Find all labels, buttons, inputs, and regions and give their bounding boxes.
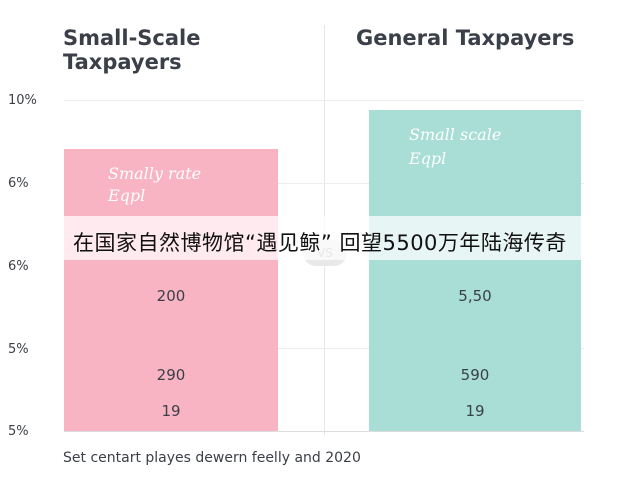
y-tick-label: 5% <box>8 342 29 357</box>
left-panel-heading: Small-Scale Taxpayers <box>63 26 283 74</box>
right-note-line2: Eqpl <box>409 149 447 168</box>
right-note-line1: Small scale <box>409 125 502 144</box>
left-value-2: 19 <box>161 402 181 420</box>
chart-baseline <box>64 431 584 432</box>
gridline <box>64 183 584 184</box>
left-note-line1: Smally rate <box>108 164 202 183</box>
right-value-2: 19 <box>465 402 485 420</box>
left-heading-line1: Small-Scale <box>63 26 201 50</box>
left-column: Smally rate Eqpl 200 290 19 <box>64 149 278 431</box>
left-value-0: 200 <box>156 287 186 305</box>
y-tick-label: 6% <box>8 176 29 191</box>
right-value-0: 5,50 <box>458 287 492 305</box>
subtitle-banner-background <box>0 216 640 260</box>
right-panel-heading: General Taxpayers <box>356 26 575 50</box>
y-tick-label: 5% <box>8 424 29 439</box>
left-note-line2: Eqpl <box>108 186 146 205</box>
right-column: Small scale Eqpl 5,50 590 19 <box>369 110 581 431</box>
subtitle-banner-text: 在国家自然博物馆“遇见鲸” 回望5500万年陆海传奇 <box>73 231 567 255</box>
left-value-1: 290 <box>156 366 186 384</box>
right-value-1: 590 <box>460 366 490 384</box>
y-tick-label: 10% <box>8 93 37 108</box>
y-tick-label: 6% <box>8 259 29 274</box>
chart-caption: Set centart playes dewern feelly and 202… <box>63 450 361 466</box>
left-heading-line2: Taxpayers <box>63 50 182 74</box>
gridline <box>64 348 584 349</box>
gridline <box>64 100 584 101</box>
